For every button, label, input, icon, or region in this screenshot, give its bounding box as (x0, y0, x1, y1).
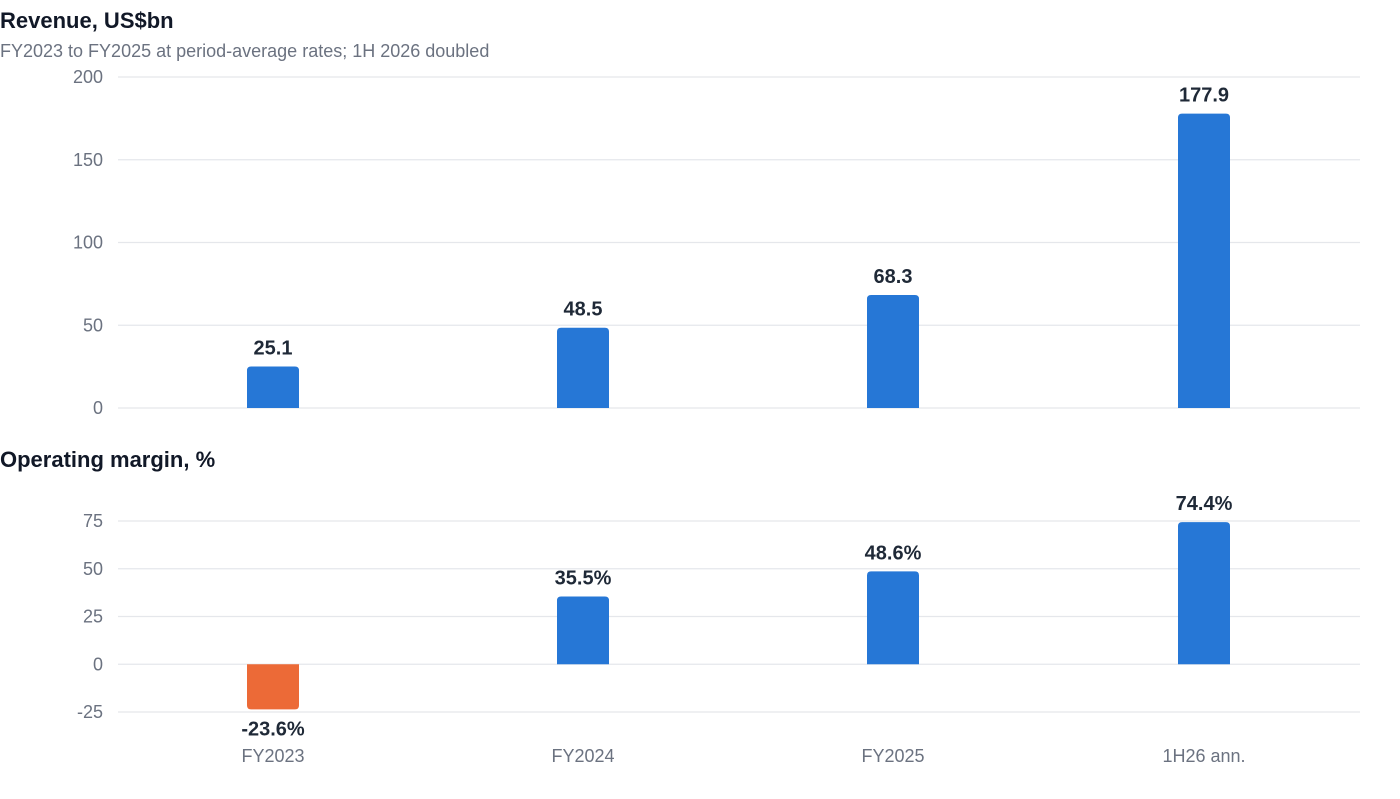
x-tick-label: FY2024 (551, 746, 614, 766)
margin-value-label: 48.6% (865, 542, 922, 564)
x-tick-label: FY2025 (861, 746, 924, 766)
revenue-value-label: 25.1 (254, 337, 293, 359)
revenue-y-tick-label: 50 (83, 315, 103, 335)
x-tick-label: 1H26 ann. (1162, 746, 1245, 766)
revenue-chart: 0 50 100 150 200 25.1 48.5 68.3 177.9 (73, 67, 1360, 418)
revenue-value-label: 68.3 (874, 266, 913, 288)
margin-bar (247, 664, 299, 710)
revenue-bar (557, 327, 609, 408)
margin-y-tick-label: 50 (83, 559, 103, 579)
revenue-value-label: 177.9 (1179, 85, 1229, 107)
margin-y-tick-label: 75 (83, 511, 103, 531)
margin-value-label: -23.6% (241, 718, 305, 740)
x-tick-label: FY2023 (241, 746, 304, 766)
revenue-bar (867, 294, 919, 408)
margin-y-tick-label: 25 (83, 607, 103, 627)
operating-margin-chart: -25 0 25 50 75 -23.6% 35.5% 48.6% 74.4% FY2023 FY2… (77, 493, 1360, 766)
margin-bar (867, 571, 919, 665)
revenue-y-tick-label: 200 (73, 67, 103, 87)
margin-y-tick-label: -25 (77, 702, 103, 722)
revenue-bar (247, 366, 299, 408)
revenue-y-tick-label: 150 (73, 150, 103, 170)
margin-y-tick-label: 0 (93, 654, 103, 674)
margin-bar (557, 596, 609, 665)
margin-value-label: 74.4% (1176, 493, 1233, 515)
revenue-y-tick-label: 0 (93, 398, 103, 418)
revenue-y-tick-label: 100 (73, 233, 103, 253)
revenue-chart-title: Revenue, US$bn (0, 8, 174, 33)
margin-bar (1178, 522, 1230, 665)
revenue-chart-subtitle: FY2023 to FY2025 at period-average rates… (0, 41, 490, 61)
revenue-bar (1178, 113, 1230, 408)
margin-chart-title: Operating margin, % (0, 447, 216, 472)
margin-value-label: 35.5% (555, 567, 612, 589)
revenue-value-label: 48.5 (564, 299, 603, 321)
